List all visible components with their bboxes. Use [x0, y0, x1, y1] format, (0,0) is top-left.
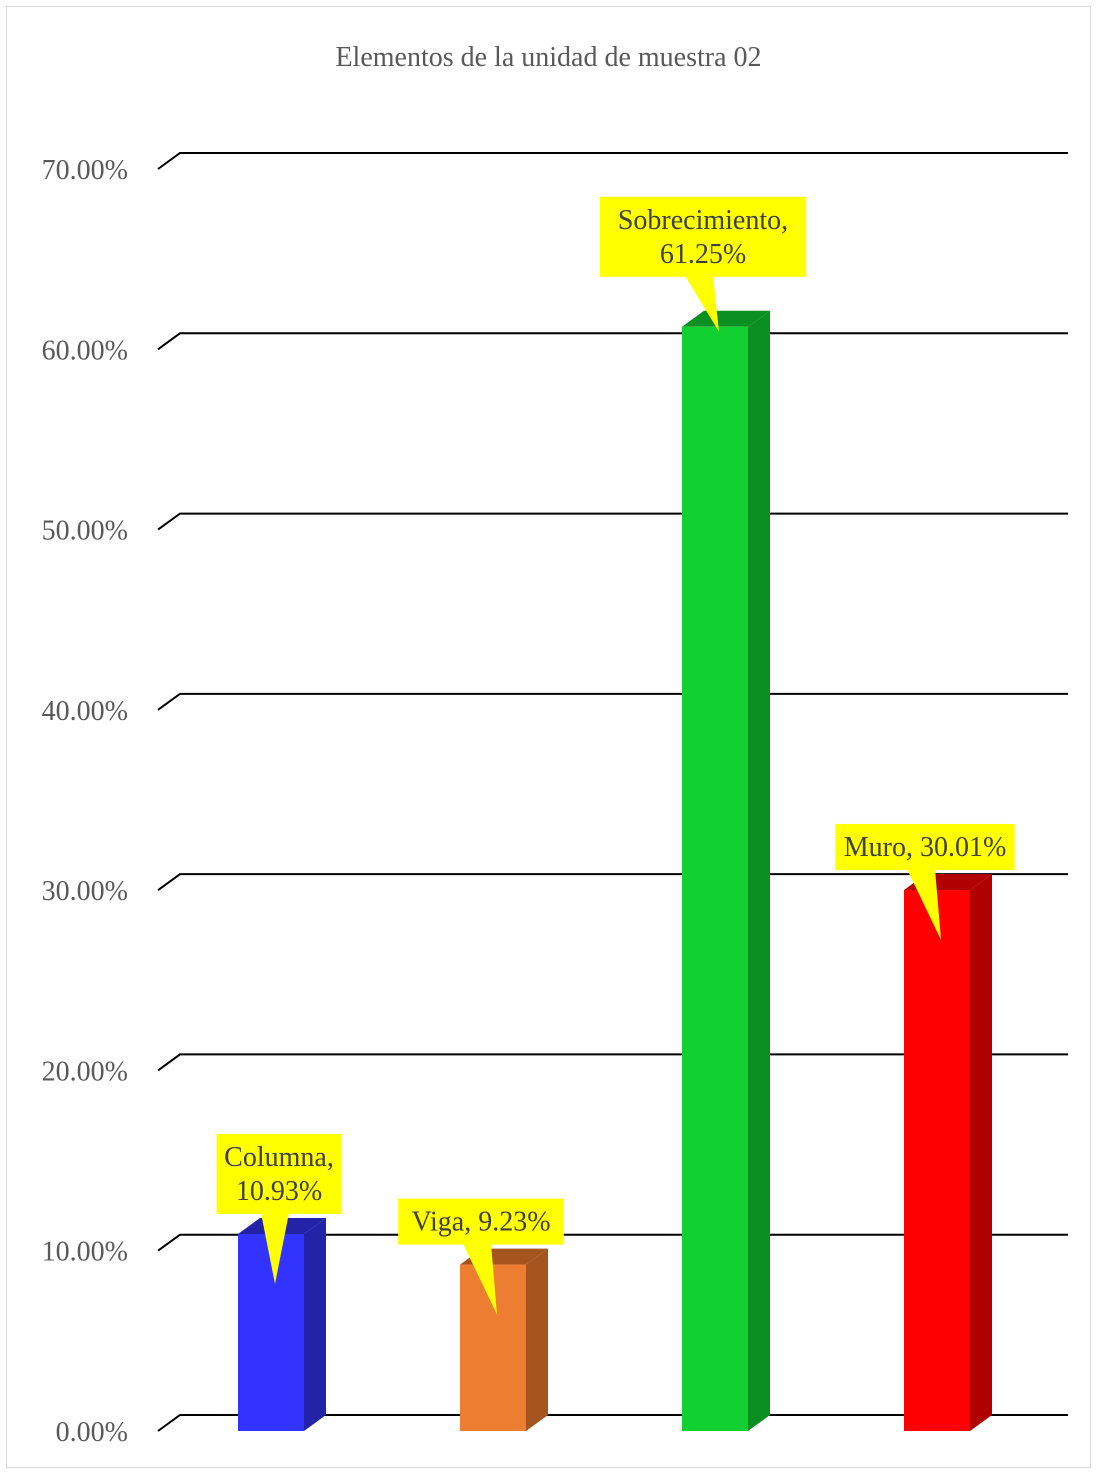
y-tick-label: 40.00%	[42, 696, 128, 727]
bar-muro	[904, 873, 992, 1431]
y-tick-label: 50.00%	[42, 516, 128, 547]
y-tick-label: 10.00%	[42, 1237, 128, 1268]
y-axis-ticks: 0.00% 10.00% 20.00% 30.00% 40.00% 50.00% 60.00…	[42, 155, 128, 1448]
gridline	[157, 332, 1068, 351]
data-label-muro: Muro, 30.01%	[835, 823, 1015, 940]
bar-viga	[460, 1248, 548, 1431]
bars	[238, 310, 992, 1431]
gridline	[157, 1233, 1068, 1252]
chart-title: Elementos de la unidad de muestra 02	[335, 42, 762, 73]
data-label-viga: Viga, 9.23%	[398, 1198, 564, 1315]
gridline	[157, 692, 1068, 711]
data-labels: Columna,10.93% Viga, 9.23% Sobrecimiento,6…	[216, 196, 1015, 1315]
data-label-text: 61.25%	[660, 239, 746, 270]
y-tick-label: 60.00%	[42, 335, 128, 366]
bar-columna	[238, 1217, 326, 1431]
gridline	[157, 152, 1068, 170]
data-label-columna: Columna,10.93%	[216, 1133, 342, 1284]
gridline	[157, 873, 1068, 891]
data-label-text: Viga, 9.23%	[411, 1207, 550, 1238]
y-tick-label: 0.00%	[56, 1417, 128, 1448]
y-tick-label: 20.00%	[42, 1056, 128, 1087]
data-label-sobrecimiento: Sobrecimiento,61.25%	[599, 196, 807, 332]
data-label-text: Sobrecimiento,	[618, 205, 788, 236]
bar-sobrecimiento	[682, 310, 770, 1431]
data-label-text: Columna,	[224, 1142, 334, 1173]
gridline	[157, 1414, 1068, 1432]
y-tick-label: 70.00%	[42, 155, 128, 186]
data-label-text: 10.93%	[236, 1176, 322, 1207]
data-label-text: Muro, 30.01%	[844, 832, 1007, 863]
gridline	[157, 512, 1068, 531]
gridline	[157, 1053, 1068, 1072]
y-tick-label: 30.00%	[42, 876, 128, 907]
gridlines	[157, 152, 1068, 1432]
